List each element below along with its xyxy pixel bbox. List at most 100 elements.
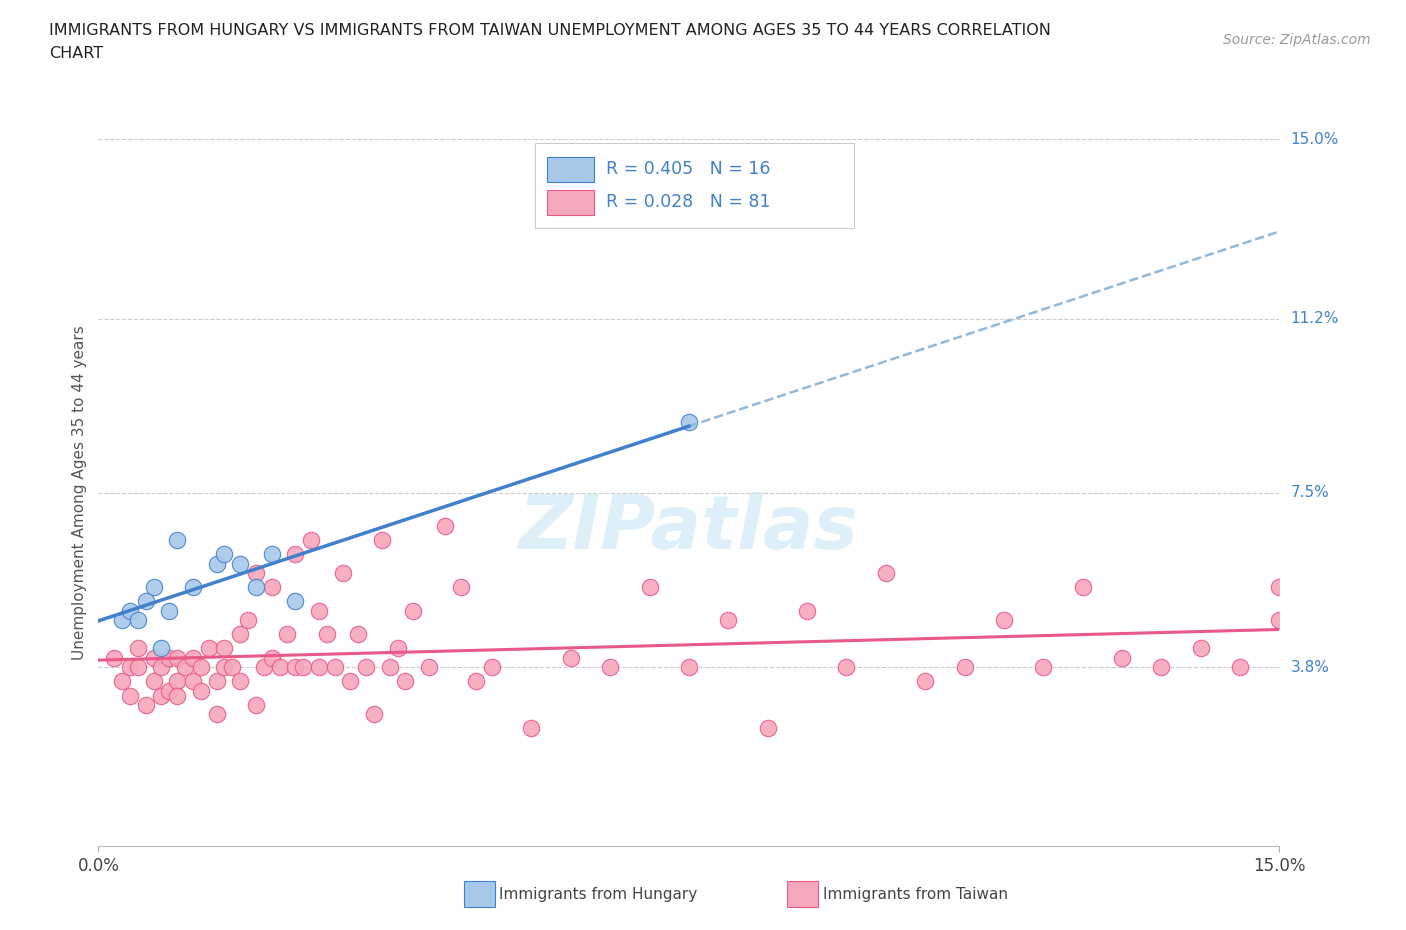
Point [756,721,779,736]
Point [127,613,149,628]
Point [1189,641,1212,656]
Text: IMMIGRANTS FROM HUNGARY VS IMMIGRANTS FROM TAIWAN UNEMPLOYMENT AMONG AGES 35 TO : IMMIGRANTS FROM HUNGARY VS IMMIGRANTS FR… [49,23,1052,38]
Point [181,674,204,689]
Point [560,650,582,665]
Text: 7.5%: 7.5% [1291,485,1329,500]
Point [308,604,330,618]
Point [127,641,149,656]
Point [181,650,204,665]
Text: 15.0%: 15.0% [1291,132,1339,147]
Point [347,627,370,642]
Point [292,659,315,674]
Point [166,533,188,548]
Point [166,650,188,665]
Point [135,594,157,609]
Point [150,659,173,674]
Point [678,659,700,674]
Point [1229,659,1251,674]
Point [118,604,141,618]
Point [111,613,134,628]
Point [157,604,180,618]
Point [221,659,243,674]
Point [717,613,740,628]
Point [269,659,291,674]
Point [276,627,298,642]
Point [299,533,322,548]
Point [190,659,212,674]
Point [1032,659,1054,674]
Point [465,674,488,689]
Point [481,659,503,674]
Point [150,688,173,703]
Point [214,659,236,674]
Point [354,659,377,674]
Point [245,698,267,712]
Point [150,641,173,656]
Point [111,674,134,689]
Text: Immigrants from Hungary: Immigrants from Hungary [499,887,697,902]
Point [394,674,416,689]
Point [166,674,188,689]
Point [197,641,219,656]
Point [284,659,307,674]
Point [418,659,440,674]
Point [1071,579,1094,594]
Point [914,674,936,689]
Point [323,659,346,674]
Point [1111,650,1133,665]
Point [378,659,401,674]
Point [214,641,236,656]
Point [157,684,180,698]
Point [190,684,212,698]
Point [245,565,267,580]
Point [118,688,141,703]
Point [433,518,456,533]
Point [953,659,976,674]
Point [142,579,165,594]
Point [229,556,252,571]
Point [284,594,307,609]
Point [260,650,283,665]
Point [142,674,165,689]
Point [229,674,252,689]
Text: R = 0.405   N = 16: R = 0.405 N = 16 [606,160,770,179]
Point [450,579,472,594]
Point [332,565,354,580]
Point [1268,613,1291,628]
Point [214,547,236,562]
Point [835,659,858,674]
Y-axis label: Unemployment Among Ages 35 to 44 years: Unemployment Among Ages 35 to 44 years [72,326,87,660]
Point [142,650,165,665]
Point [796,604,818,618]
Point [118,659,141,674]
Text: 11.2%: 11.2% [1291,311,1339,326]
Point [308,659,330,674]
Point [260,579,283,594]
Point [205,674,228,689]
Text: 3.8%: 3.8% [1291,659,1330,675]
Point [127,659,149,674]
Point [315,627,337,642]
Text: ZIPatlas: ZIPatlas [519,492,859,565]
Text: Immigrants from Taiwan: Immigrants from Taiwan [823,887,1008,902]
Point [387,641,409,656]
Point [205,556,228,571]
Point [638,579,661,594]
Point [253,659,276,674]
Point [205,707,228,722]
Point [402,604,425,618]
Text: CHART: CHART [49,46,103,61]
Text: R = 0.028   N = 81: R = 0.028 N = 81 [606,193,770,211]
Point [245,579,267,594]
Point [993,613,1015,628]
Point [678,415,700,430]
Point [166,688,188,703]
Point [284,547,307,562]
Point [103,650,125,665]
Point [363,707,385,722]
Text: Source: ZipAtlas.com: Source: ZipAtlas.com [1223,33,1371,46]
Point [229,627,252,642]
Point [599,659,621,674]
Point [260,547,283,562]
FancyBboxPatch shape [547,191,595,215]
